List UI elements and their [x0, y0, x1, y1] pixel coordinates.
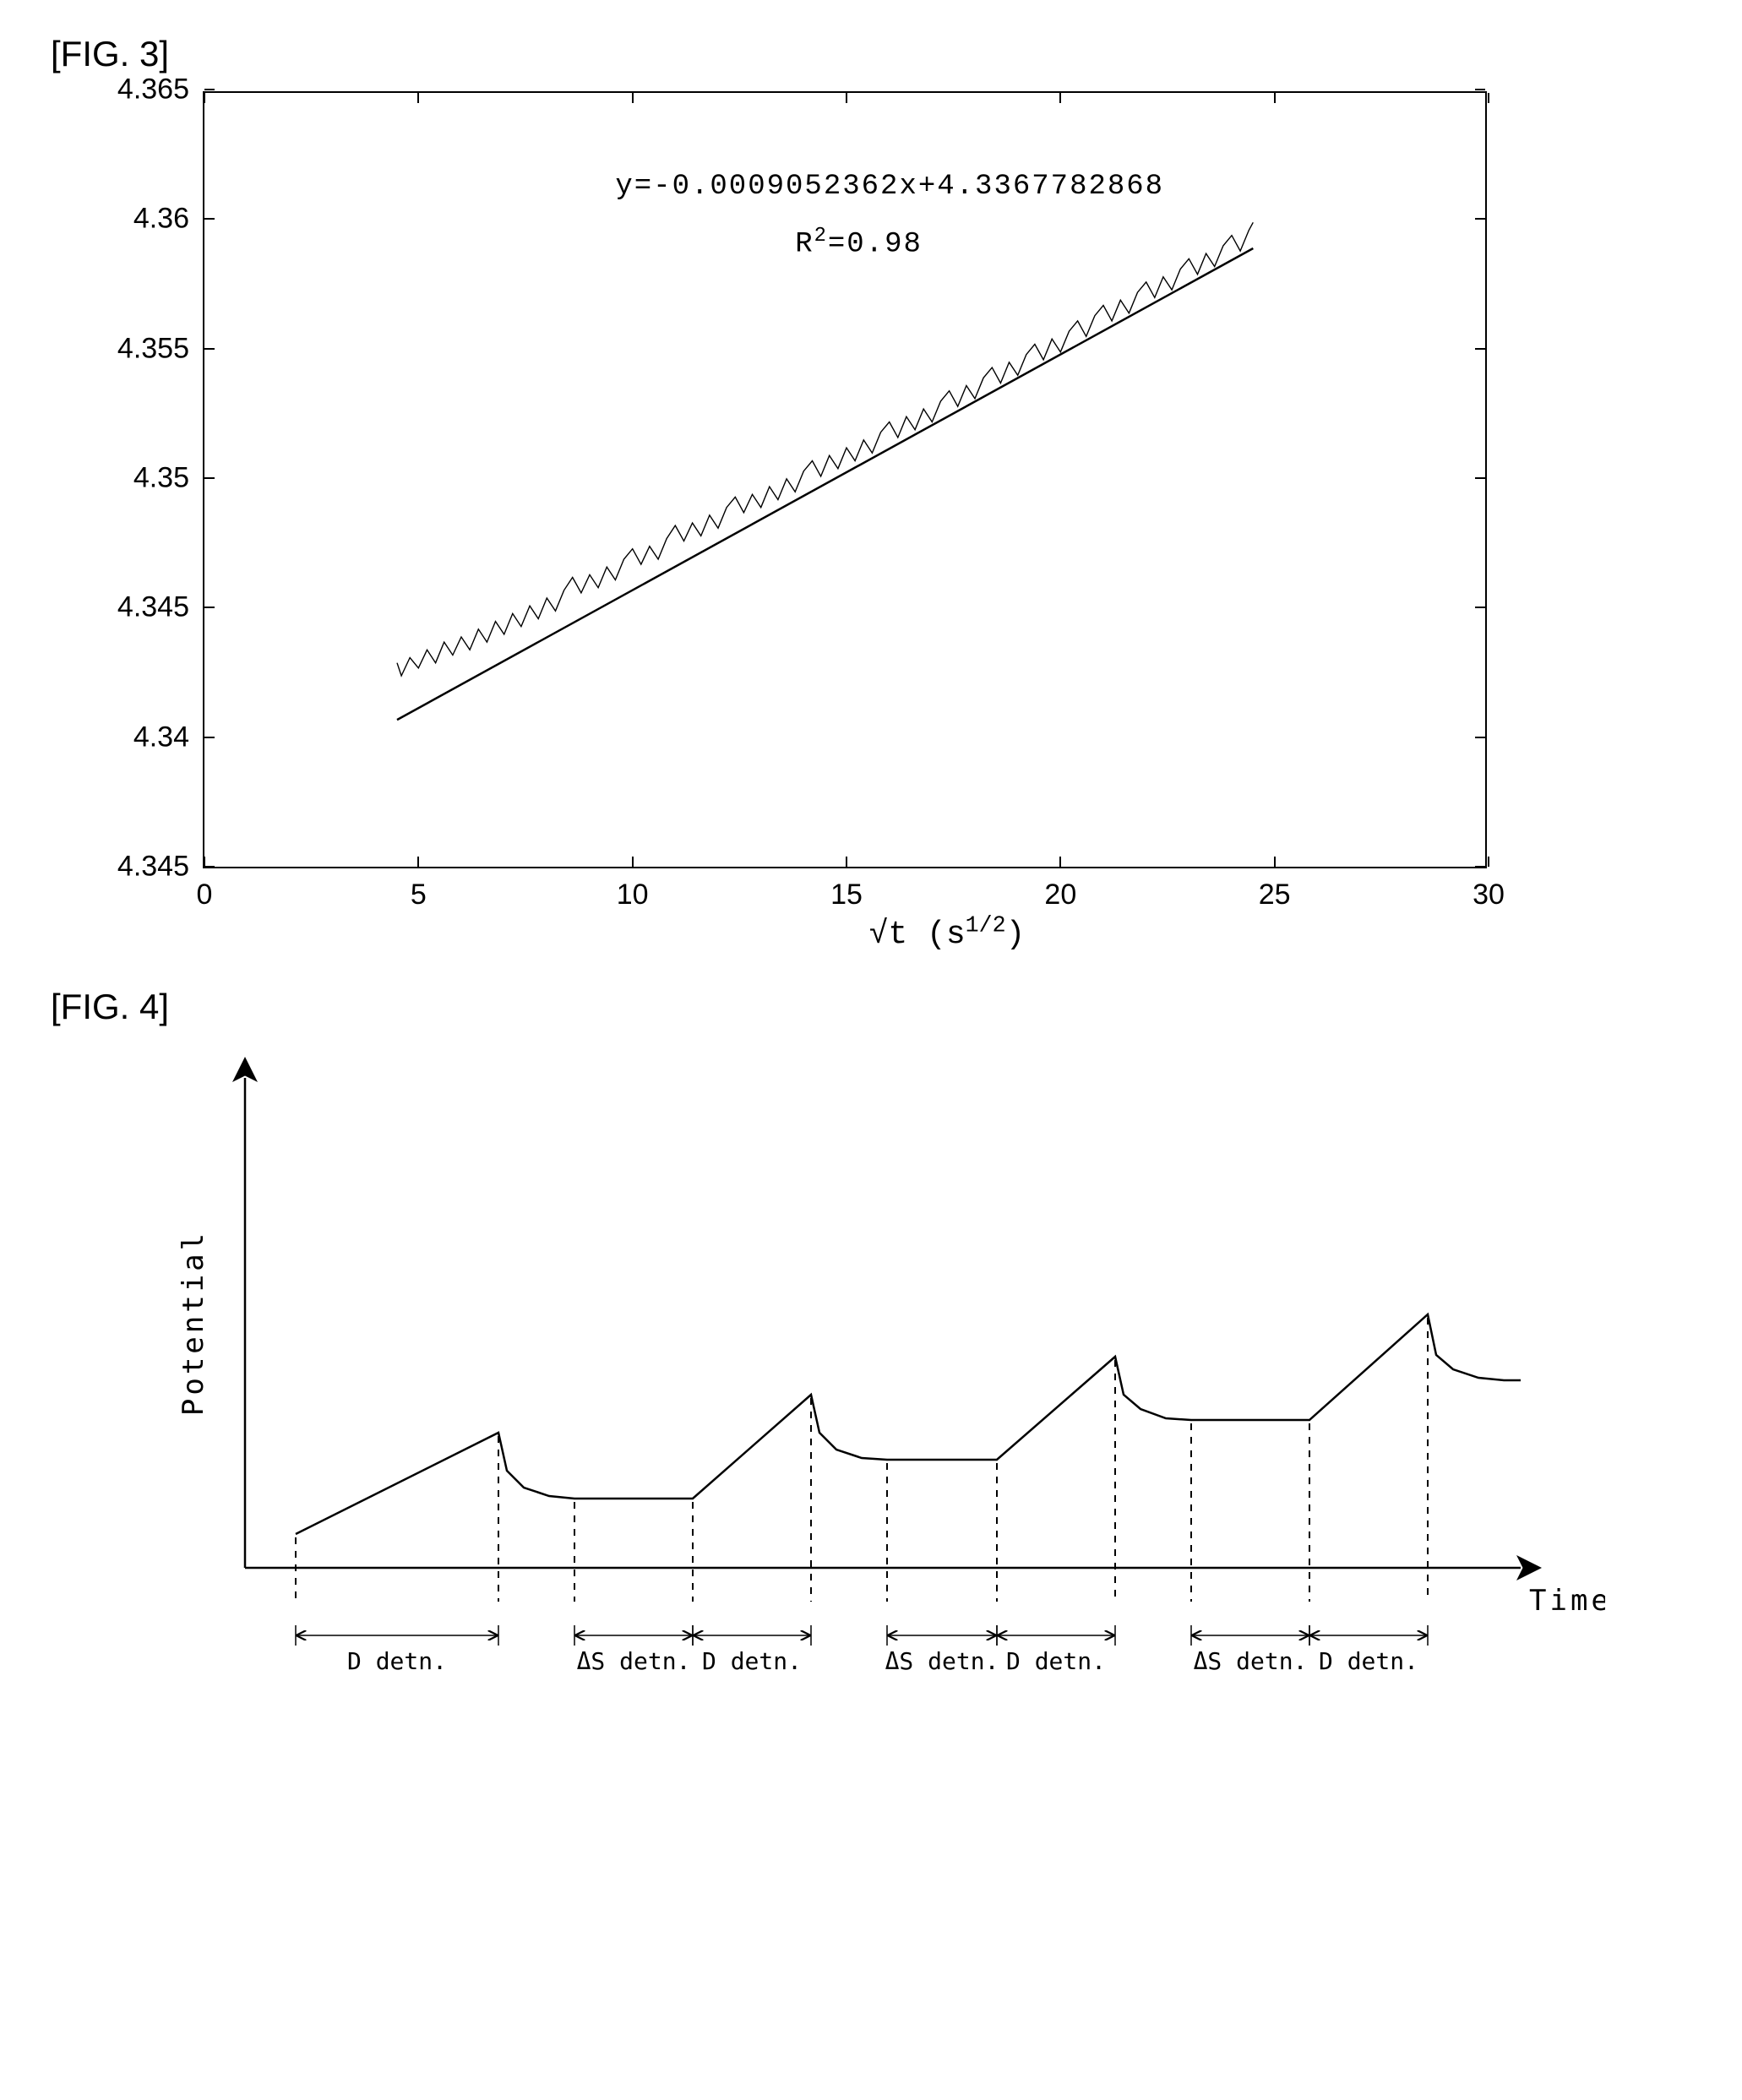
- fig4-label: [FIG. 4]: [51, 987, 1691, 1027]
- fig3-noisy-series: [397, 222, 1253, 676]
- fig3-x-axis-label: √t (s1/2): [869, 912, 1026, 953]
- fig3-xtick-label: 0: [197, 879, 213, 911]
- fig3-ytick-label: 4.34: [133, 721, 189, 753]
- fig4-chart: PotentialTimeD detn.ΔS detn.D detn.ΔS de…: [152, 1044, 1691, 1690]
- fig3-xtick-label: 5: [411, 879, 427, 911]
- fig3-ytick-label: 4.35: [133, 462, 189, 495]
- fig3-xtick-label: 20: [1044, 879, 1076, 911]
- fig3-fit-line: [397, 248, 1253, 720]
- fig3-xtick-label: 25: [1259, 879, 1291, 911]
- fig3-ytick-label: 4.355: [117, 332, 189, 365]
- fig4-range-label: D detn.: [702, 1647, 802, 1675]
- fig4-range-label: D detn.: [1319, 1647, 1418, 1675]
- fig3-equation-line2: R2=0.98: [795, 225, 923, 260]
- fig3-label: [FIG. 3]: [51, 34, 1691, 74]
- fig4-range-label: ΔS detn.: [577, 1647, 691, 1675]
- fig3-ytick-label: 4.365: [117, 73, 189, 106]
- fig4-range-label: D detn.: [1006, 1647, 1106, 1675]
- fig3-ytick-label: 4.345: [117, 591, 189, 624]
- fig3-xtick-label: 15: [830, 879, 863, 911]
- fig4-potential-curve: [296, 1314, 1521, 1534]
- fig3-ytick-label: 4.345: [117, 851, 189, 884]
- fig3-svg: [204, 93, 1489, 870]
- fig3-chart: Potential (V vs. Li/Li+) y=-0.0009052362…: [203, 91, 1691, 868]
- fig4-svg: PotentialTimeD detn.ΔS detn.D detn.ΔS de…: [152, 1044, 1605, 1686]
- fig4-range-label: ΔS detn.: [1194, 1647, 1308, 1675]
- fig4-x-axis-label: Time: [1529, 1584, 1605, 1618]
- fig4-range-label: D detn.: [347, 1647, 447, 1675]
- fig3-ytick-label: 4.36: [133, 203, 189, 236]
- fig3-xtick-label: 30: [1473, 879, 1505, 911]
- fig4-y-axis-label: Potential: [177, 1230, 210, 1416]
- fig4-range-label: ΔS detn.: [885, 1647, 999, 1675]
- fig3-xtick-label: 10: [617, 879, 649, 911]
- fig3-plot-area: y=-0.0009052362x+4.3367782868 R2=0.98 05…: [203, 91, 1487, 868]
- fig3-equation-line1: y=-0.0009052362x+4.3367782868: [615, 171, 1164, 203]
